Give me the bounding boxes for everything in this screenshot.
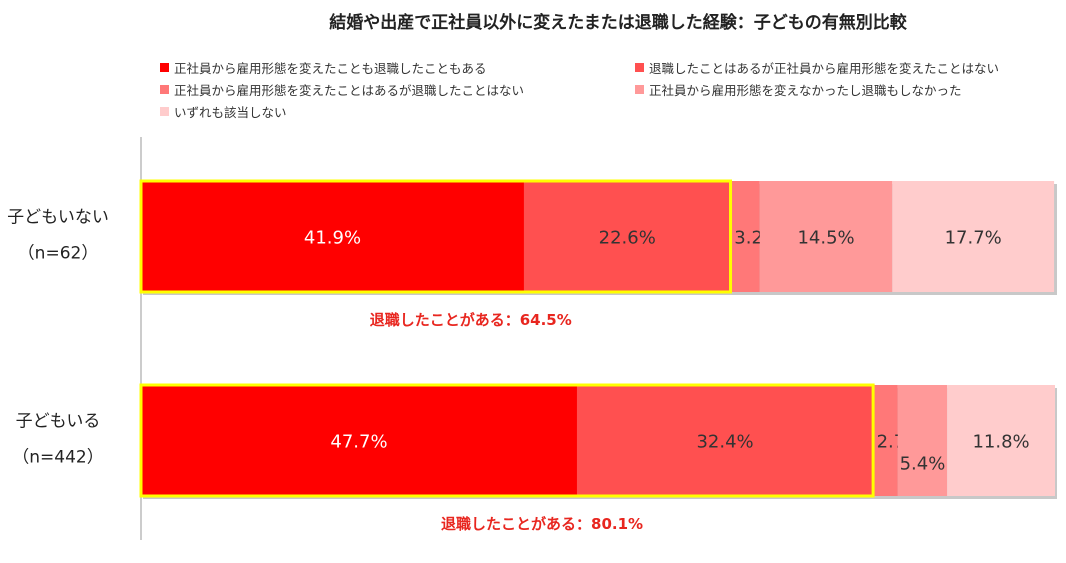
legend-swatch — [635, 85, 644, 94]
data-label: 32.4% — [696, 432, 753, 453]
bar-segment — [730, 181, 760, 292]
retired-total-label: 退職したことがある：64.5% — [370, 311, 572, 329]
highlight-box — [139, 179, 733, 294]
retired-total-label: 退職したことがある：80.1% — [441, 515, 643, 533]
category-sample-size: （n=62） — [18, 244, 99, 264]
bar-segment — [141, 385, 577, 496]
highlight-box — [139, 383, 875, 498]
category-label: 子どもいない — [7, 208, 109, 228]
bar-segment — [523, 181, 731, 292]
chart-title: 結婚や出産で正社員以外に変えたまたは退職した経験：子どもの有無別比較 — [329, 13, 907, 33]
data-label: 14.5% — [797, 228, 854, 249]
legend-item-retired-only: 退職したことはあるが正社員から雇用形態を変えたことはない — [635, 58, 999, 77]
data-label: 22.6% — [599, 228, 656, 249]
legend-label: いずれも該当しない — [174, 105, 287, 120]
bar-segment — [576, 385, 874, 496]
legend-label: 正社員から雇用形態を変えなかったし退職もしなかった — [649, 83, 962, 98]
legend-item-none: いずれも該当しない — [160, 102, 287, 121]
legend-swatch — [635, 63, 644, 72]
bar-segment — [141, 181, 524, 292]
legend-swatch — [160, 85, 169, 94]
legend-swatch — [160, 63, 169, 72]
data-label: 11.8% — [972, 432, 1029, 453]
data-label: 17.7% — [945, 228, 1002, 249]
data-label: 41.9% — [304, 228, 361, 249]
category-sample-size: （n=442） — [12, 448, 103, 468]
legend-item-both: 正社員から雇用形態を変えたことも退職したこともある — [160, 58, 487, 77]
data-label: 5.4% — [900, 454, 946, 475]
legend: 正社員から雇用形態を変えたことも退職したこともある 退職したことはあるが正社員か… — [160, 58, 1060, 128]
legend-label: 退職したことはあるが正社員から雇用形態を変えたことはない — [649, 61, 1000, 76]
data-label: 47.7% — [330, 432, 387, 453]
legend-swatch — [160, 107, 169, 116]
legend-label: 正社員から雇用形態を変えたことも退職したこともある — [174, 61, 487, 76]
legend-label: 正社員から雇用形態を変えたことはあるが退職したことはない — [174, 83, 525, 98]
bar-segment — [892, 181, 1055, 292]
bar-segment — [897, 385, 948, 496]
bar-segment — [873, 385, 898, 496]
legend-item-changed-only: 正社員から雇用形態を変えたことはあるが退職したことはない — [160, 80, 524, 99]
bar-segment — [759, 181, 893, 292]
legend-item-neither: 正社員から雇用形態を変えなかったし退職もしなかった — [635, 80, 962, 99]
bar-segment — [947, 385, 1055, 496]
category-label: 子どもいる — [16, 412, 101, 432]
